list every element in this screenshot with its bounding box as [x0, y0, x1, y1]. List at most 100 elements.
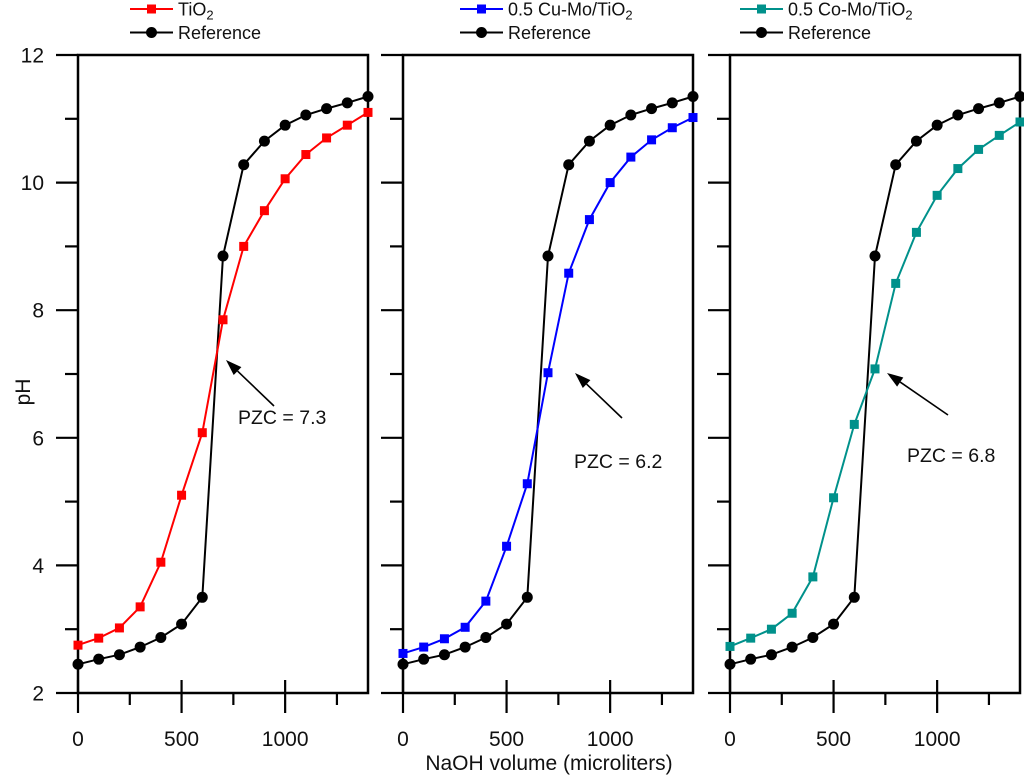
- reference-curve-marker: [666, 97, 678, 109]
- cu-mo-tio2-curve-marker: [460, 622, 470, 632]
- reference-curve-marker: [238, 159, 250, 171]
- reference-curve-marker: [973, 103, 985, 115]
- reference-curve-marker: [72, 658, 84, 670]
- legend-entry-reference-panel-1: Reference: [130, 23, 261, 43]
- cu-mo-tio2-curve-marker: [688, 113, 698, 123]
- cu-mo-tio2-curve-markers: [398, 113, 698, 658]
- cu-mo-tio2-curve-marker: [398, 648, 408, 658]
- co-mo-tio2-curve-line: [729, 121, 1021, 648]
- reference-curve-marker: [196, 591, 208, 603]
- tio2-curve-marker: [135, 602, 145, 612]
- pzc-arrow-head: [887, 373, 904, 387]
- co-mo-tio2-curve-marker: [808, 572, 818, 582]
- pzc-label: PZC = 6.2: [574, 451, 662, 473]
- reference-curve-marker: [724, 658, 736, 670]
- cu-mo-tio2-curve-marker: [647, 135, 657, 145]
- cu-mo-tio2-curve-line: [402, 116, 694, 655]
- reference-curve-marker: [397, 658, 409, 670]
- co-mo-tio2-curve-marker: [746, 633, 756, 643]
- tio2-curve-marker: [218, 315, 228, 325]
- x-tick-label: 1000: [262, 728, 309, 751]
- x-tick-label: 1000: [914, 728, 961, 751]
- co-mo-tio2-curve-marker: [849, 419, 859, 429]
- co-mo-tio2-curve-marker: [1015, 117, 1024, 127]
- tio2-curve-marker: [259, 206, 269, 216]
- co-mo-tio2-curve-marker: [891, 278, 901, 288]
- reference-curve-marker: [279, 119, 291, 131]
- tio2-curve-marker: [280, 174, 290, 184]
- cu-mo-tio2-curve-marker: [667, 123, 677, 133]
- reference-curve-marker: [1014, 90, 1024, 102]
- reference-curve-marker: [155, 631, 167, 643]
- cu-mo-tio2-curve-marker: [626, 152, 636, 162]
- reference-curve-marker: [890, 159, 902, 171]
- co-mo-tio2-curve-marker: [932, 190, 942, 200]
- y-tick-label: 6: [32, 427, 44, 450]
- reference-curve-marker: [687, 90, 699, 102]
- tio2-curve-marker: [363, 107, 373, 117]
- tio2-curve-marker: [156, 557, 166, 567]
- tio2-curve-markers: [73, 107, 373, 650]
- reference-curve-markers: [72, 90, 374, 670]
- pzc-annotation-panel-3: PZC = 6.8: [887, 373, 995, 467]
- pzc-arrow-head: [226, 360, 242, 375]
- reference-curve-marker: [563, 159, 575, 171]
- tio2-curve-marker: [73, 640, 83, 650]
- reference-curve-marker: [113, 649, 125, 661]
- reference-curve-marker: [583, 135, 595, 147]
- pzc-arrow-shaft: [586, 383, 623, 419]
- x-axis-title: NaOH volume (microliters): [425, 752, 673, 775]
- co-mo-tio2-curve-marker: [911, 227, 921, 237]
- legend-entry-sample-panel-3: 0.5 Co-Mo/TiO2: [740, 0, 913, 23]
- cu-mo-tio2-curve-marker: [584, 215, 594, 225]
- cu-mo-tio2-curve-marker: [522, 479, 532, 489]
- reference-curve-marker: [604, 119, 616, 131]
- legend-label: Reference: [788, 23, 871, 43]
- co-mo-tio2-curve-markers: [725, 117, 1024, 651]
- legend-circle-marker: [146, 27, 157, 38]
- pzc-arrow-head: [575, 373, 591, 388]
- reference-curve-markers: [724, 90, 1024, 670]
- legend-entry-sample-panel-2: 0.5 Cu-Mo/TiO2: [460, 0, 633, 23]
- legend-label: Reference: [178, 23, 261, 43]
- pzc-label: PZC = 6.8: [907, 445, 995, 467]
- reference-curve-marker: [300, 109, 312, 121]
- co-mo-tio2-curve-marker: [829, 493, 839, 503]
- reference-curve-marker: [786, 641, 798, 653]
- reference-curve-marker: [745, 653, 757, 665]
- tio2-curve-marker: [239, 241, 249, 251]
- reference-curve-marker: [848, 591, 860, 603]
- pzc-arrow-shaft: [236, 370, 275, 407]
- reference-curve-marker: [910, 135, 922, 147]
- co-mo-tio2-curve-marker: [870, 364, 880, 374]
- tio2-curve-marker: [177, 490, 187, 500]
- y-tick-label: 8: [32, 300, 44, 323]
- tio2-curve-marker: [94, 633, 104, 643]
- reference-curve-marker: [993, 97, 1005, 109]
- co-mo-tio2-curve-marker: [994, 130, 1004, 140]
- cu-mo-tio2-curve-marker: [543, 368, 553, 378]
- cu-mo-tio2-curve-marker: [439, 634, 449, 644]
- legend-square-marker: [477, 4, 486, 14]
- reference-curve-marker: [258, 135, 270, 147]
- reference-curve-line: [402, 95, 694, 666]
- co-mo-tio2-curve-marker: [974, 144, 984, 154]
- tio2-curve-marker: [322, 133, 332, 143]
- y-tick-label: 10: [21, 172, 44, 195]
- legend-label: TiO2: [178, 0, 214, 23]
- x-tick-label: 500: [489, 728, 524, 751]
- tio2-curve-marker: [114, 623, 124, 633]
- reference-curve-marker: [217, 250, 229, 262]
- reference-curve-marker: [646, 103, 658, 115]
- legend-label: 0.5 Co-Mo/TiO2: [788, 0, 913, 23]
- co-mo-tio2-curve-marker: [953, 164, 963, 174]
- legend-label: 0.5 Cu-Mo/TiO2: [508, 0, 633, 23]
- reference-curve-marker: [501, 618, 513, 630]
- legend-label: Reference: [508, 23, 591, 43]
- legend-square-marker: [147, 4, 156, 14]
